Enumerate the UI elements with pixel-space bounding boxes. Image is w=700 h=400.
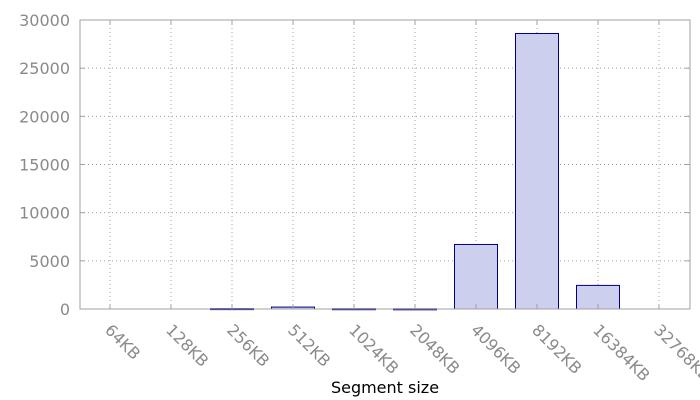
grid-layer <box>80 20 690 309</box>
y-tick-label: 20000 <box>19 107 70 126</box>
x-axis: 64KB 128KB 256KB 512KB 1024KB 2048KB 4096KB 819… <box>101 20 700 385</box>
x-tick-label: 512KB <box>284 320 334 370</box>
x-tick-label: 4096KB <box>467 320 524 377</box>
bar-8192KB <box>515 32 559 310</box>
bars-layer <box>210 32 620 311</box>
x-tick-label: 1024KB <box>345 320 402 377</box>
x-tick-label: 8192KB <box>528 320 585 377</box>
y-tick-label: 25000 <box>19 59 70 78</box>
x-axis-label: Segment size <box>331 378 439 397</box>
x-tick-label: 2048KB <box>406 320 463 377</box>
x-tick-label: 256KB <box>223 320 273 370</box>
y-tick-label: 10000 <box>19 204 70 223</box>
x-tick-label: 32768KB <box>650 320 700 385</box>
x-tick-label: 128KB <box>162 320 212 370</box>
y-axis: 0 5000 10000 15000 20000 25000 30000 <box>19 11 690 319</box>
y-tick-label: 0 <box>60 300 70 319</box>
bar-4096KB <box>454 243 498 310</box>
x-tick-label: 64KB <box>101 320 144 363</box>
x-tick-label: 16384KB <box>589 320 654 385</box>
y-tick-label: 5000 <box>29 252 70 271</box>
y-tick-label: 15000 <box>19 156 70 175</box>
y-tick-label: 30000 <box>19 11 70 30</box>
